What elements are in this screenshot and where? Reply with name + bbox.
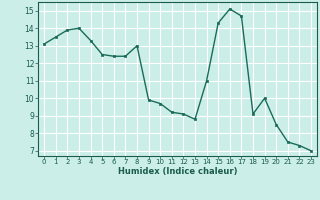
- X-axis label: Humidex (Indice chaleur): Humidex (Indice chaleur): [118, 167, 237, 176]
